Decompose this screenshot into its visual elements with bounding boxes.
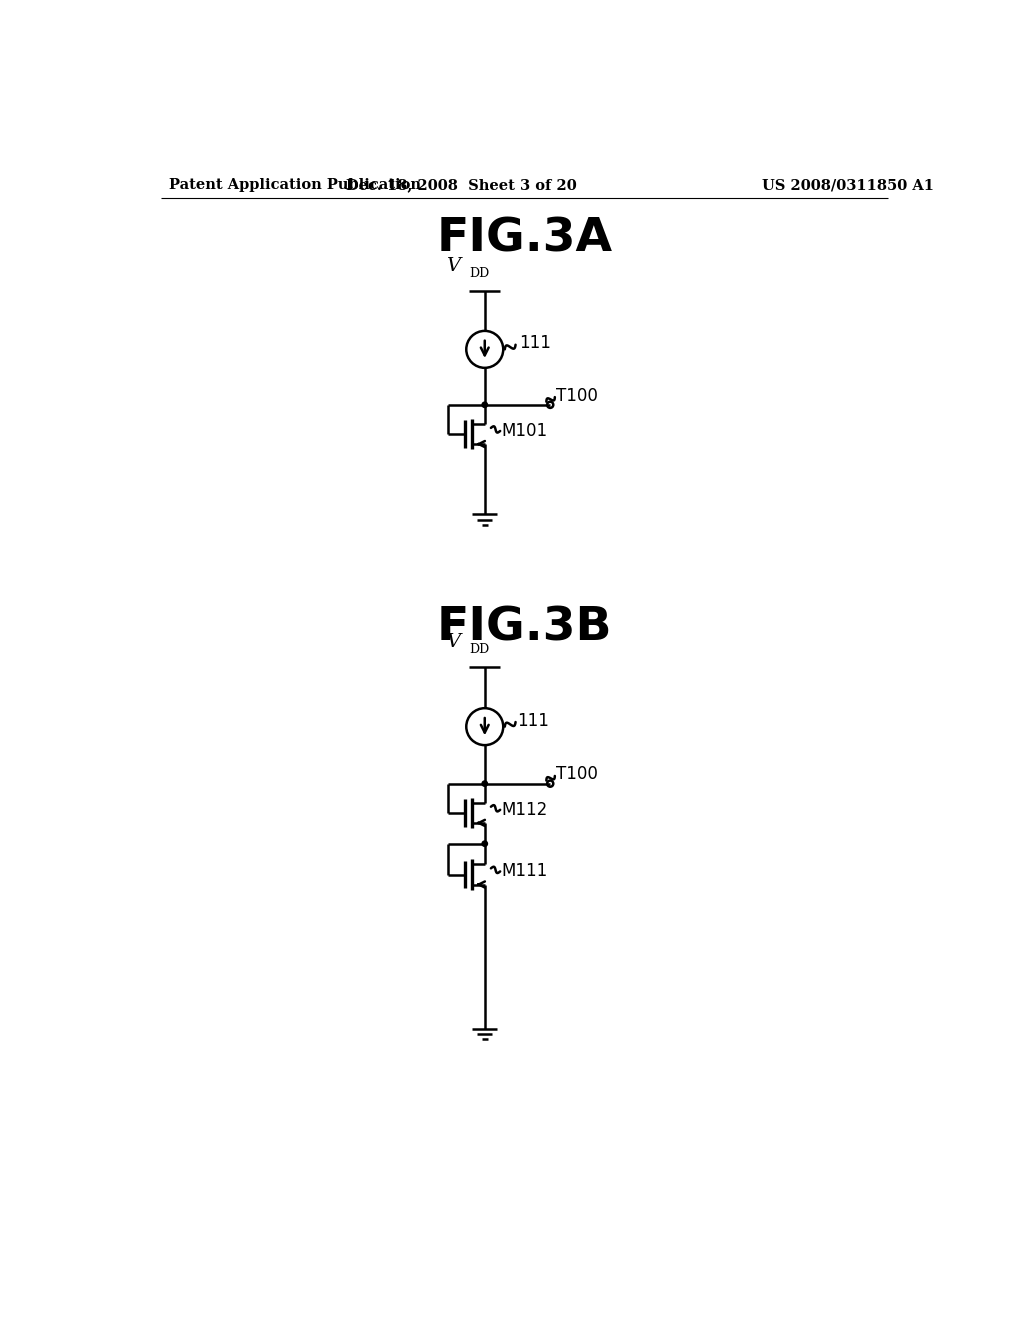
Text: M111: M111 <box>502 862 548 880</box>
Text: 111: 111 <box>517 711 549 730</box>
Text: Patent Application Publication: Patent Application Publication <box>169 178 421 193</box>
Text: V: V <box>446 257 460 276</box>
Text: M112: M112 <box>502 801 548 818</box>
Text: Dec. 18, 2008  Sheet 3 of 20: Dec. 18, 2008 Sheet 3 of 20 <box>346 178 578 193</box>
Text: 111: 111 <box>518 334 551 352</box>
Text: US 2008/0311850 A1: US 2008/0311850 A1 <box>762 178 934 193</box>
Text: DD: DD <box>469 267 489 280</box>
Text: V: V <box>446 634 460 651</box>
Circle shape <box>482 403 487 408</box>
Text: M101: M101 <box>502 422 548 440</box>
Text: T100: T100 <box>556 766 598 783</box>
Circle shape <box>482 841 487 846</box>
Text: FIG.3A: FIG.3A <box>437 216 612 261</box>
Circle shape <box>482 781 487 787</box>
Text: DD: DD <box>469 643 489 656</box>
Text: T100: T100 <box>556 387 598 404</box>
Text: FIG.3B: FIG.3B <box>437 606 612 651</box>
